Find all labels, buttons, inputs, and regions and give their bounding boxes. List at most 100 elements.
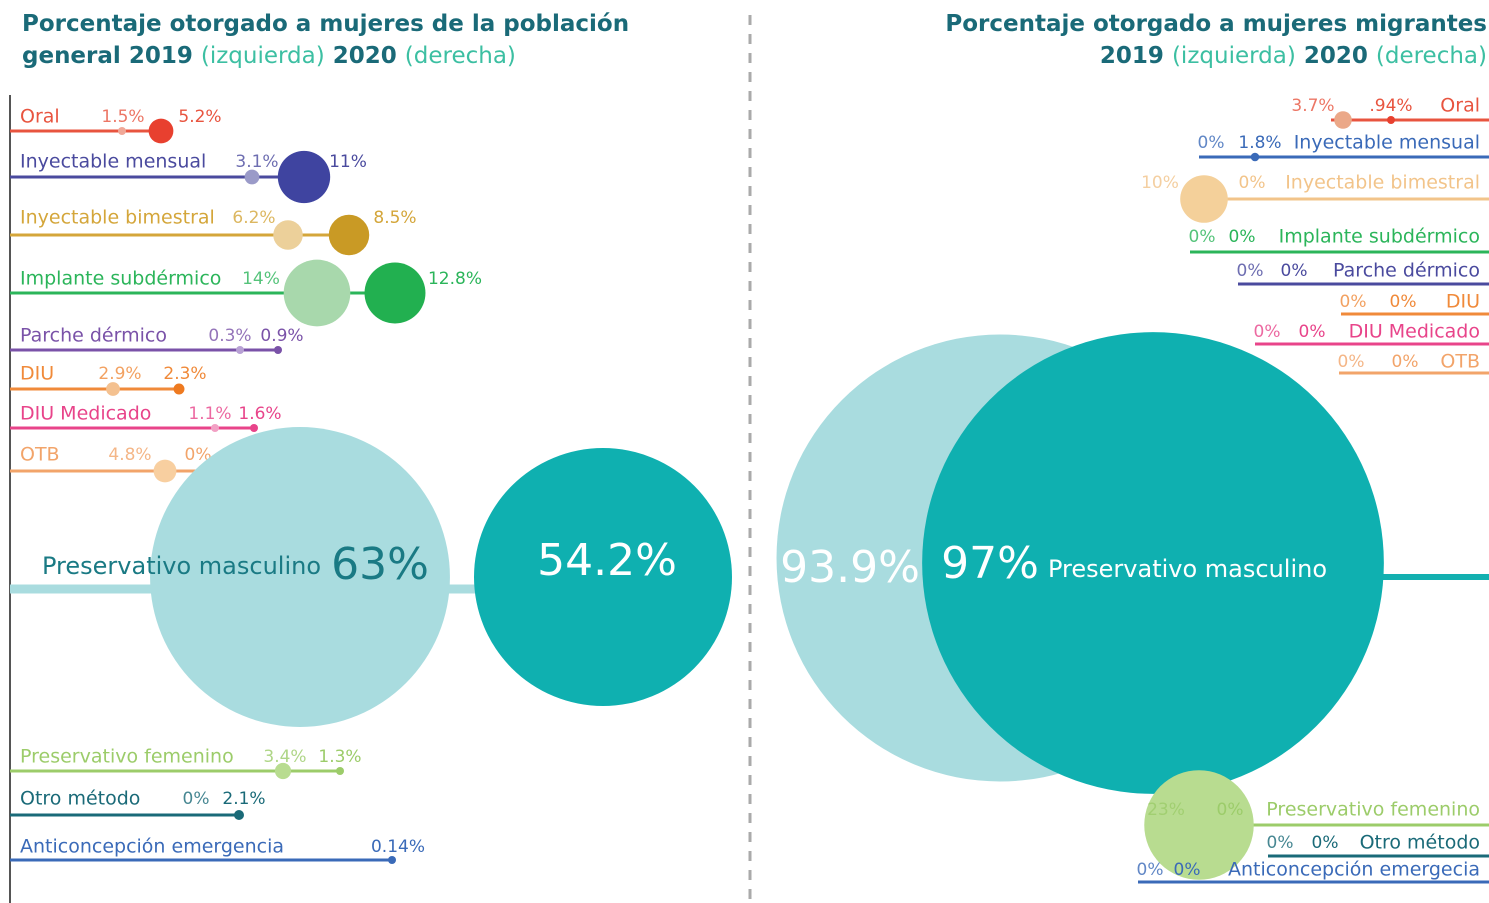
value-label: 4.8% [108, 445, 151, 465]
category-label: DIU [20, 363, 54, 385]
title-note: (derecha) [1375, 43, 1487, 69]
value-label: 0% [1299, 322, 1326, 342]
value-label: 0.9% [260, 326, 303, 346]
bubble-2020 [922, 332, 1384, 794]
value-label: 2.9% [98, 364, 141, 384]
category-label: Inyectable bimestral [1285, 172, 1480, 194]
value-label: 8.5% [373, 208, 416, 228]
bubble-2020 [148, 118, 174, 144]
category-label: Inyectable bimestral [20, 207, 215, 229]
category-label: Inyectable mensual [20, 151, 206, 173]
bubble-2019 [283, 259, 351, 327]
category-label: Otro método [20, 788, 140, 810]
value-label: 0% [1390, 292, 1417, 312]
bubble-2020 [364, 262, 426, 324]
value-label: 0% [1137, 860, 1164, 880]
value-label: 0% [1254, 322, 1281, 342]
value-label: 0% [1281, 261, 1308, 281]
value-label: 0% [1392, 352, 1419, 372]
bubble-2020 [1250, 152, 1260, 162]
value-label: 0% [1174, 860, 1201, 880]
value-label: 0% [1338, 352, 1365, 372]
value-label: 14% [242, 269, 280, 289]
category-label: Parche dérmico [20, 325, 167, 347]
title-year: 2020 [1303, 43, 1368, 69]
category-label: Preservativo femenino [20, 746, 234, 768]
category-label: Inyectable mensual [1294, 132, 1480, 154]
category-label: Preservativo femenino [1266, 799, 1480, 821]
value-label: 1.6% [238, 404, 281, 424]
bubble-2020 [250, 424, 258, 432]
bubble-2020 [474, 448, 732, 706]
value-label: 0% [1239, 173, 1266, 193]
value-label: 2.1% [222, 789, 265, 809]
value-label: 0% [1229, 227, 1256, 247]
title-year: 2020 [332, 43, 397, 69]
value-label: 3.1% [235, 152, 278, 172]
category-label: Parche dérmico [1333, 260, 1480, 282]
value-label: 10% [1141, 173, 1179, 193]
value-label: .94% [1369, 96, 1412, 116]
bubble-2020 [173, 383, 185, 395]
category-label: OTB [1440, 351, 1480, 373]
value-label: 0% [1312, 833, 1339, 853]
title-text: Porcentaje otorgado a mujeres de la pobl… [22, 11, 630, 69]
bubble-2020 [234, 810, 244, 820]
category-label: OTB [20, 444, 60, 466]
category-label: Otro método [1360, 832, 1480, 854]
value-label: 1.3% [318, 747, 361, 767]
bubble-2019 [236, 346, 244, 354]
value-label: 3.7% [1291, 96, 1334, 116]
value-label: 93.9% [780, 542, 920, 593]
value-label: 0% [1340, 292, 1367, 312]
value-label: 0% [185, 445, 212, 465]
category-label: Anticoncepción emergecia [1228, 859, 1480, 881]
value-label: 23% [1147, 800, 1185, 820]
value-label: 12.8% [428, 269, 482, 289]
bubble-2019 [106, 382, 120, 396]
value-label: 0.14% [371, 837, 425, 857]
bubble-2020 [336, 767, 344, 775]
value-label: 3.4% [263, 747, 306, 767]
left-title: Porcentaje otorgado a mujeres de la pobl… [22, 8, 682, 72]
category-label: Oral [20, 106, 60, 128]
value-label: 5.2% [178, 107, 221, 127]
value-label: 63% [331, 539, 429, 590]
bubble-2020 [328, 214, 370, 256]
value-label: 11% [329, 152, 367, 172]
title-text: Porcentaje otorgado a mujeres migrantes [945, 11, 1487, 37]
value-label: 0% [183, 789, 210, 809]
category-label: Implante subdérmico [1279, 226, 1480, 248]
title-note: (izquierda) [1171, 43, 1296, 69]
bubble-2020 [388, 856, 396, 864]
bubble-2019 [1180, 175, 1228, 223]
bubble-2020 [1387, 116, 1395, 124]
category-label: Oral [1440, 95, 1480, 117]
title-note: (izquierda) [200, 43, 325, 69]
value-label: 1.5% [101, 107, 144, 127]
bubble-2019 [211, 424, 219, 432]
category-label: DIU Medicado [20, 403, 151, 425]
value-label: 0% [1189, 227, 1216, 247]
right-title: Porcentaje otorgado a mujeres migrantes … [897, 8, 1487, 72]
category-label: Implante subdérmico [20, 268, 221, 290]
bubble-2019 [150, 427, 450, 727]
bubble-2020 [277, 150, 331, 204]
value-label: 54.2% [537, 535, 677, 586]
value-label: 0% [1267, 833, 1294, 853]
bubble-2020 [274, 346, 282, 354]
category-label: DIU Medicado [1349, 321, 1480, 343]
value-label: 0% [1237, 261, 1264, 281]
category-label: Anticoncepción emergencia [20, 836, 284, 858]
bubble-2019 [118, 127, 126, 135]
bubble-2019 [1334, 111, 1352, 129]
value-label: 0% [1198, 133, 1225, 153]
value-label: 97% [941, 538, 1039, 589]
category-label: Preservativo masculino [1048, 555, 1327, 583]
category-label: Preservativo masculino [42, 552, 321, 580]
value-label: 1.8% [1238, 133, 1281, 153]
value-label: 0.3% [208, 326, 251, 346]
value-label: 1.1% [188, 404, 231, 424]
